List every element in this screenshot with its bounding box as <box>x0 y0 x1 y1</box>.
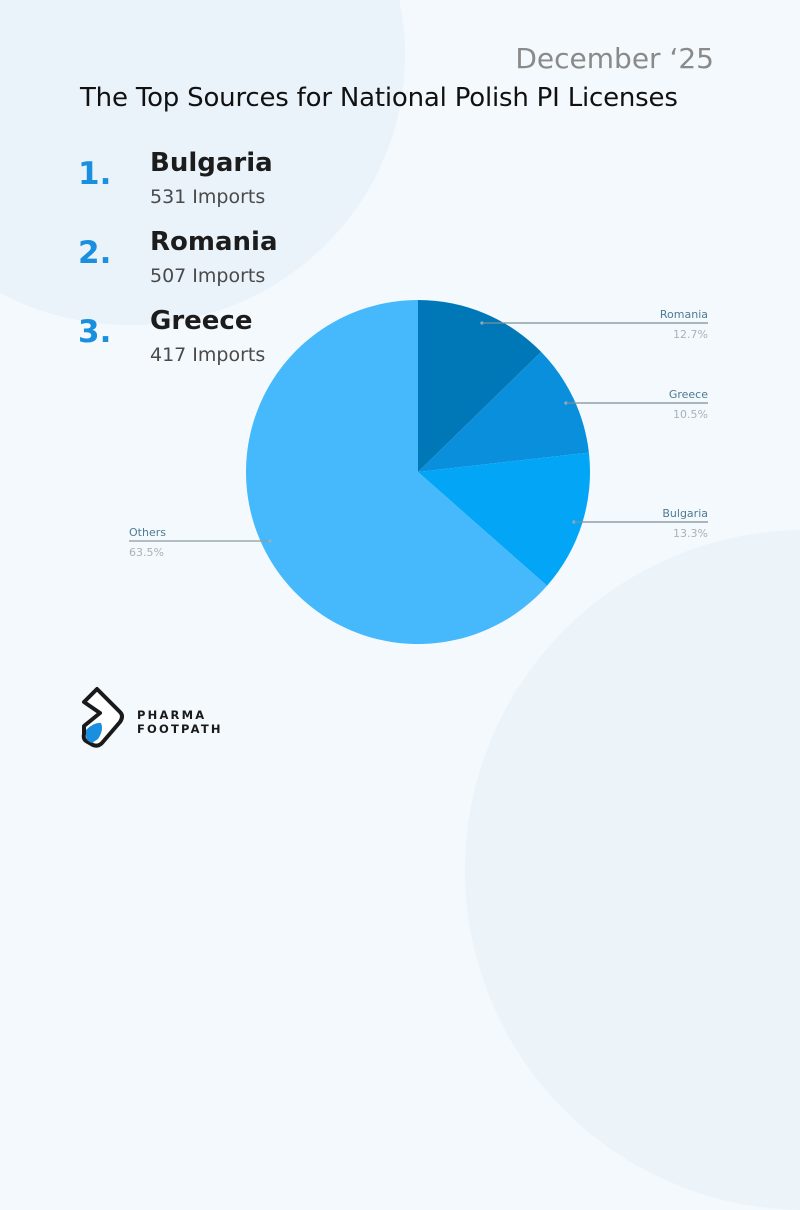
brand-line-2: FOOTPATH <box>137 722 223 736</box>
slice-label-greece: Greece 10.5% <box>564 388 708 421</box>
svg-text:10.5%: 10.5% <box>673 408 708 421</box>
svg-text:13.3%: 13.3% <box>673 527 708 540</box>
pie-slice-bulgaria <box>418 452 590 586</box>
rank-country: Greece <box>150 306 253 336</box>
svg-text:Others: Others <box>129 526 166 539</box>
report-date: December ‘25 <box>515 42 714 75</box>
svg-text:12.7%: 12.7% <box>673 328 708 341</box>
pie-chart: Romania 12.7% Greece 10.5% Bulgaria 13.3… <box>129 300 708 644</box>
pie-slices <box>246 300 590 644</box>
rank-imports: 417 Imports <box>150 344 266 366</box>
rank-imports: 507 Imports <box>150 265 266 287</box>
pharma-footpath-logo-icon <box>81 687 124 748</box>
slice-label-romania: Romania 12.7% <box>480 308 708 341</box>
rank-number: 3. <box>78 314 112 350</box>
svg-text:Greece: Greece <box>669 388 708 401</box>
pie-slice-others <box>246 300 548 644</box>
slice-label-others: Others 63.5% <box>129 526 272 559</box>
rank-country: Bulgaria <box>150 148 273 178</box>
rank-number: 2. <box>78 235 112 271</box>
pie-slice-romania <box>418 300 542 472</box>
svg-text:Bulgaria: Bulgaria <box>662 507 708 520</box>
brand-line-1: PHARMA <box>137 708 207 722</box>
page-title: The Top Sources for National Polish PI L… <box>80 83 678 113</box>
rank-country: Romania <box>150 227 278 257</box>
rank-imports: 531 Imports <box>150 186 266 208</box>
rank-number: 1. <box>78 156 112 192</box>
brand-name: PHARMA FOOTPATH <box>137 708 223 736</box>
slice-label-bulgaria: Bulgaria 13.3% <box>572 507 708 540</box>
svg-text:Romania: Romania <box>660 308 708 321</box>
pie-slice-greece <box>418 351 589 472</box>
svg-text:63.5%: 63.5% <box>129 546 164 559</box>
